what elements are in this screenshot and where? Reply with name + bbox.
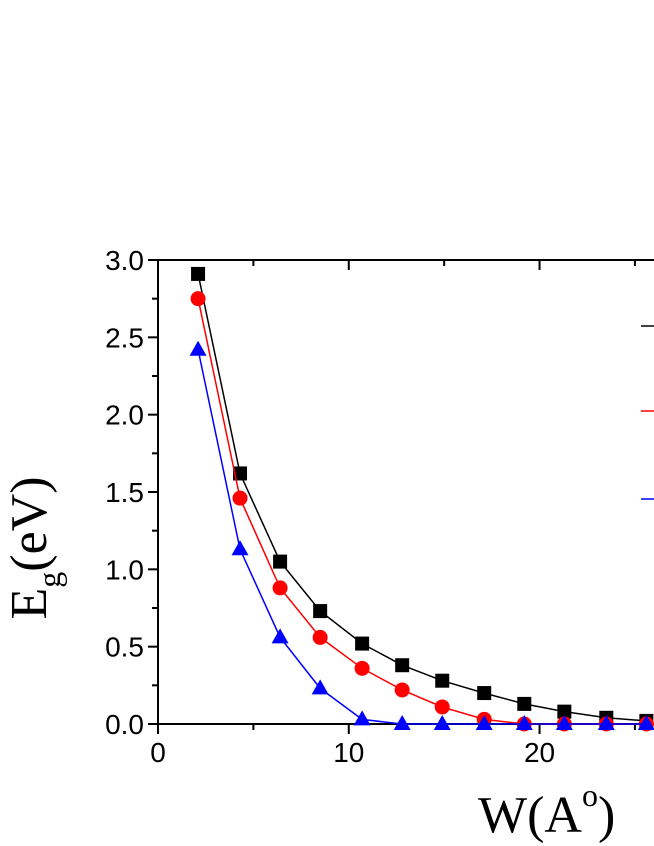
data-point-triangle <box>637 715 654 730</box>
data-point-triangle <box>433 715 451 730</box>
series-line-triangle <box>197 349 647 725</box>
data-point-square <box>191 266 206 281</box>
data-point-circle <box>232 490 248 506</box>
y-axis-title-unit: (eV) <box>1 476 58 571</box>
y-axis-title: Eg(eV) <box>1 476 67 619</box>
data-point-triangle <box>515 715 533 730</box>
y-axis-title-sub: g <box>31 572 67 588</box>
x-axis-title-sup: o <box>582 777 598 813</box>
series-layer <box>189 266 654 732</box>
y-tick-label: 1.5 <box>105 477 144 508</box>
data-point-square <box>557 704 572 719</box>
data-point-square <box>355 636 370 651</box>
data-point-circle <box>354 660 370 676</box>
data-point-square <box>435 673 450 688</box>
y-tick-label: 0.0 <box>105 709 144 740</box>
data-point-triangle <box>597 715 615 730</box>
series-circle <box>190 291 654 732</box>
data-point-triangle <box>475 715 493 730</box>
x-tick-label: 0 <box>150 737 166 768</box>
data-point-circle <box>272 580 288 596</box>
data-point-triangle <box>231 540 249 556</box>
x-axis-title-main: W(A <box>478 787 582 844</box>
series-triangle <box>189 340 654 730</box>
y-tick-label: 1.0 <box>105 554 144 585</box>
data-point-square <box>517 696 532 711</box>
data-point-square <box>395 658 410 673</box>
axes: 0.0 0.5 1.0 1.5 2.0 2.5 3.0 0 10 20 <box>105 245 654 768</box>
data-point-square <box>273 554 288 569</box>
data-point-circle <box>312 629 328 645</box>
x-tick-label: 20 <box>524 737 555 768</box>
data-point-triangle <box>311 679 329 695</box>
data-point-square <box>313 604 328 619</box>
series-line-circle <box>197 298 647 725</box>
y-tick-label: 0.5 <box>105 632 144 663</box>
data-point-circle <box>190 291 206 307</box>
legend <box>641 325 654 500</box>
data-point-triangle <box>271 628 289 644</box>
x-tick-label: 10 <box>333 737 364 768</box>
data-point-triangle <box>393 715 411 730</box>
y-tick-label: 3.0 <box>105 245 144 276</box>
data-point-circle <box>434 699 450 715</box>
data-point-triangle <box>353 710 371 726</box>
data-point-square <box>477 686 492 701</box>
y-axis-title-main: E <box>1 588 58 620</box>
y-tick-label: 2.5 <box>105 322 144 353</box>
series-square <box>191 266 654 728</box>
series-line-square <box>197 273 647 722</box>
data-point-triangle <box>555 715 573 730</box>
data-point-triangle <box>189 340 207 356</box>
y-tick-label: 2.0 <box>105 400 144 431</box>
data-point-square <box>233 466 248 481</box>
x-axis-title: W(Ao) <box>478 777 615 844</box>
x-axis-title-close: ) <box>598 787 615 844</box>
data-point-circle <box>394 682 410 698</box>
